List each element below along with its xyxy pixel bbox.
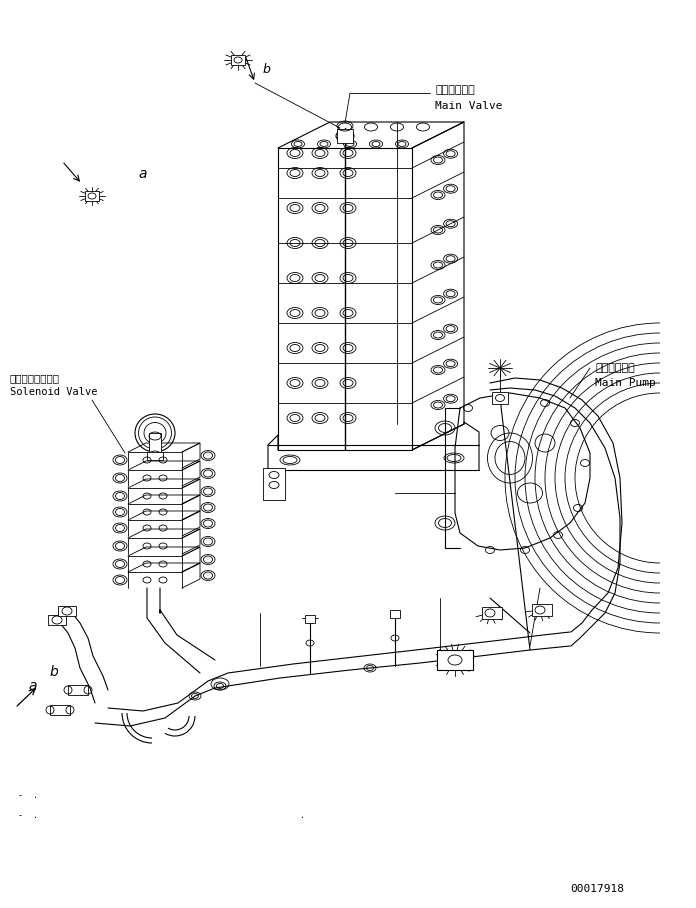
Bar: [231, 55, 245, 65]
Bar: [85, 191, 99, 201]
Text: a: a: [28, 679, 36, 693]
Bar: [68, 685, 88, 695]
Bar: [532, 604, 552, 616]
Bar: [437, 650, 473, 670]
Text: b: b: [50, 665, 58, 679]
Bar: [390, 610, 400, 618]
Text: メインバルブ: メインバルブ: [435, 85, 475, 95]
Text: -  .: - .: [18, 791, 38, 800]
Text: a: a: [138, 167, 146, 181]
Bar: [149, 433, 161, 455]
Bar: [50, 705, 70, 715]
Text: Solenoid Valve: Solenoid Valve: [10, 387, 97, 397]
Bar: [482, 607, 502, 619]
Text: b: b: [263, 63, 271, 76]
Text: 00017918: 00017918: [570, 884, 624, 894]
Bar: [147, 452, 163, 460]
Text: Main Valve: Main Valve: [435, 101, 503, 111]
Bar: [337, 129, 353, 143]
Text: ソレノイドバルブ: ソレノイドバルブ: [10, 373, 60, 383]
Bar: [58, 606, 76, 616]
Text: -  .: - .: [18, 811, 38, 820]
Bar: [263, 468, 285, 500]
Bar: [48, 615, 66, 625]
Text: メインポンプ: メインポンプ: [595, 363, 635, 373]
Text: Main Pump: Main Pump: [595, 378, 656, 388]
Bar: [492, 392, 508, 404]
Text: .: .: [300, 811, 305, 820]
Bar: [305, 615, 315, 623]
